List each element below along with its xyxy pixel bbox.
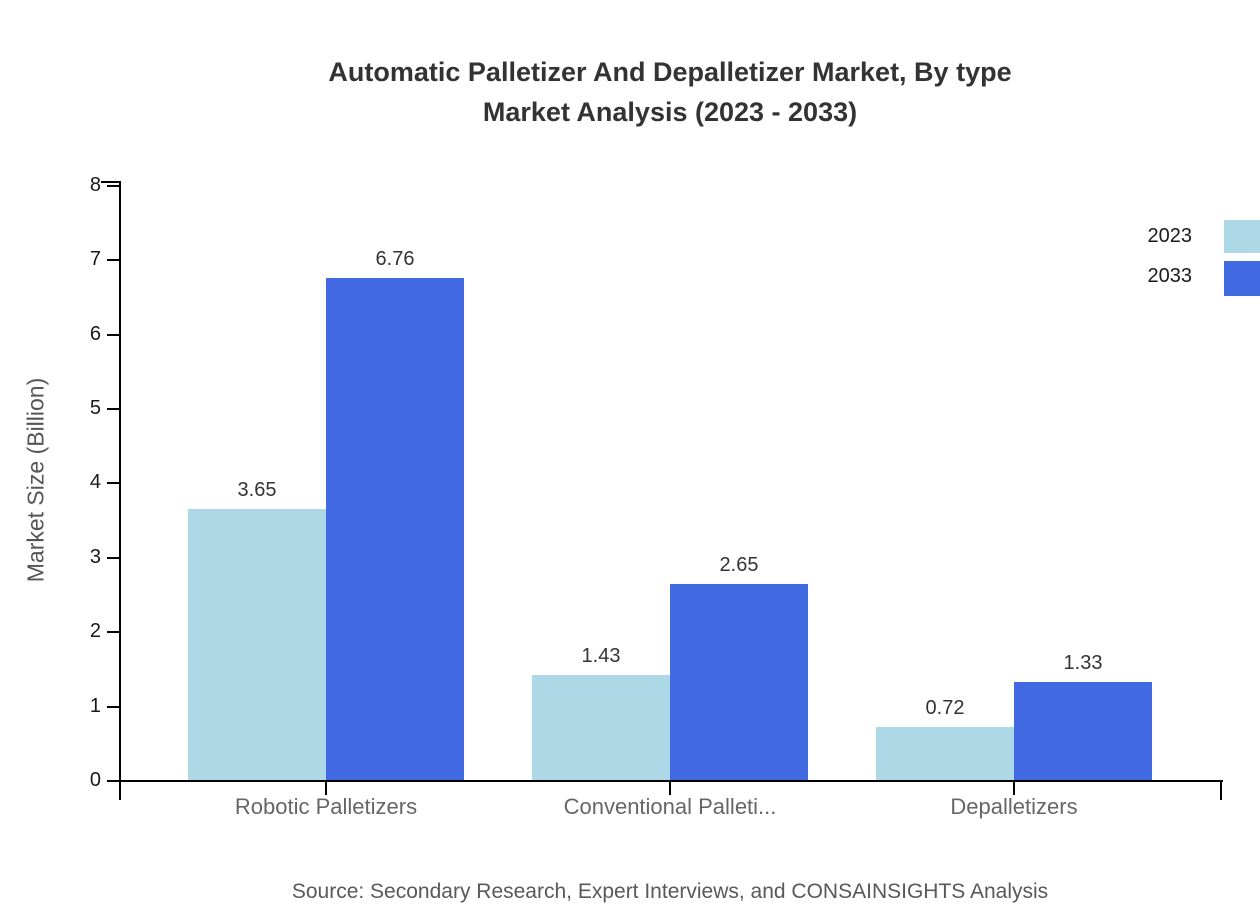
x-category-label: Depalletizers (950, 794, 1078, 819)
y-tick-label: 4 (89, 471, 101, 493)
y-axis-tick (107, 334, 119, 336)
chart-title-line2: Market Analysis (2023 - 2033) (482, 97, 858, 127)
y-axis-top-cap (101, 181, 121, 183)
bar-value-label: 6.76 (375, 248, 415, 270)
y-tick-label: 2 (89, 620, 101, 642)
y-tick-label: 7 (89, 248, 101, 270)
bar-value-label: 1.33 (1063, 652, 1103, 674)
bar-2023-conventional-palleti (532, 675, 670, 781)
y-tick-label: 8 (89, 174, 101, 196)
y-axis-tick (107, 706, 119, 708)
bar-2023-depalletizers (876, 727, 1014, 781)
bar-value-label: 1.43 (581, 645, 621, 667)
bar-2033-conventional-palleti (670, 584, 808, 781)
chart-title-line1: Automatic Palletizer And Depalletizer Ma… (328, 57, 1012, 87)
y-axis-tick (107, 185, 119, 187)
y-tick-label: 0 (89, 769, 101, 791)
y-axis-tick (107, 631, 119, 633)
y-axis-tick (107, 259, 119, 261)
x-axis-tick (669, 781, 671, 795)
x-axis-tick (1013, 781, 1015, 795)
y-tick-label: 1 (89, 695, 101, 717)
bar-value-label: 2.65 (719, 554, 759, 576)
legend-swatch-2023 (1224, 220, 1260, 253)
legend-label-2023: 2023 (1147, 225, 1193, 247)
bar-value-label: 3.65 (237, 479, 277, 501)
y-axis-tick (107, 482, 119, 484)
y-axis-tick (107, 780, 119, 782)
bar-2023-robotic-palletizers (188, 509, 326, 781)
source-note: Source: Secondary Research, Expert Inter… (291, 880, 1049, 903)
x-axis-end-tick (1220, 781, 1222, 800)
y-tick-label: 6 (89, 323, 101, 345)
y-axis-line (119, 181, 121, 800)
x-category-label: Robotic Palletizers (234, 794, 418, 819)
y-tick-label: 5 (89, 397, 101, 419)
x-axis-line (119, 780, 1223, 782)
y-axis-tick (107, 408, 119, 410)
y-tick-label: 3 (89, 546, 101, 568)
x-axis-tick (325, 781, 327, 795)
legend-label-2033: 2033 (1147, 265, 1193, 287)
bar-2033-depalletizers (1014, 682, 1152, 781)
y-axis-tick (107, 557, 119, 559)
chart-title: Automatic Palletizer And Depalletizer Ma… (120, 52, 1220, 132)
x-category-label: Conventional Palleti... (563, 794, 777, 819)
bar-value-label: 0.72 (925, 697, 965, 719)
bar-2033-robotic-palletizers (326, 278, 464, 781)
legend-swatch-2033 (1224, 261, 1260, 296)
